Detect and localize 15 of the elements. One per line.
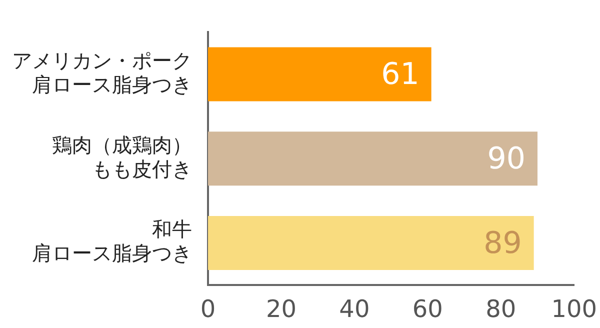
y-tick-label: 鶏肉（成鶏肉）もも皮付き [52,132,192,181]
x-tick-label: 60 [412,294,443,323]
x-tick-label: 0 [200,294,216,323]
x-tick-label: 80 [486,294,516,323]
bar [208,47,432,102]
y-tick-label: アメリカン・ポーク肩ロース脂身つき [12,48,192,96]
data-label: 89 [484,226,522,261]
data-label: 90 [487,141,526,176]
y-tick-label: 和牛肩ロース脂身つき [32,217,192,266]
x-tick-label: 100 [551,294,597,323]
bar [208,132,538,186]
bar [208,216,534,270]
data-label: 61 [381,56,420,92]
x-tick-label: 20 [266,294,296,323]
x-tick-label: 40 [339,294,370,323]
